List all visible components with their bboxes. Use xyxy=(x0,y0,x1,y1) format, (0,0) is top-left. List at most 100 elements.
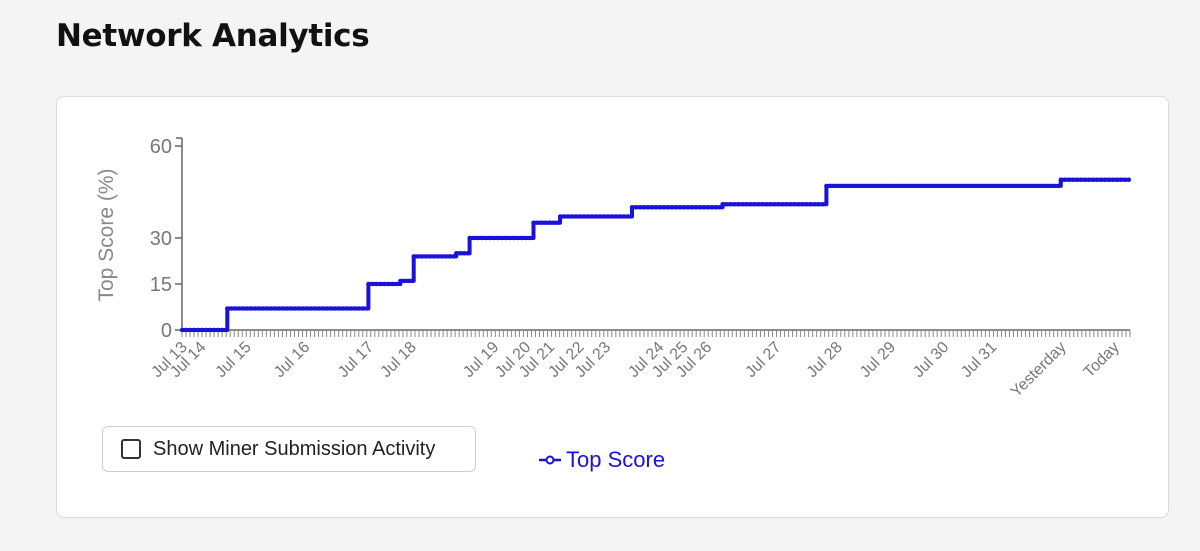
data-point-marker xyxy=(772,202,777,207)
data-point-marker xyxy=(625,214,631,219)
data-point-marker xyxy=(1024,183,1029,189)
data-point-marker xyxy=(207,327,213,333)
data-point-marker xyxy=(431,254,436,259)
data-point-marker xyxy=(856,183,861,189)
data-point-marker xyxy=(366,281,371,287)
data-point-marker xyxy=(964,183,969,189)
data-point-marker xyxy=(1044,183,1049,189)
data-point-marker xyxy=(329,306,334,311)
data-point-marker xyxy=(796,202,801,207)
data-point-marker xyxy=(677,205,683,210)
data-point-marker xyxy=(281,306,286,311)
data-point-marker xyxy=(1090,177,1096,182)
x-tick-label: Jul 29 xyxy=(857,339,899,381)
data-point-marker xyxy=(435,254,440,259)
data-point-marker xyxy=(333,306,338,311)
data-point-marker xyxy=(353,306,358,311)
x-tick-label: Jul 30 xyxy=(910,339,952,381)
data-point-marker xyxy=(382,281,387,287)
data-point-marker xyxy=(402,278,407,284)
data-point-marker xyxy=(613,214,619,219)
x-tick-label: Jul 16 xyxy=(271,339,313,381)
data-point-marker xyxy=(924,183,929,189)
data-point-marker xyxy=(297,306,302,311)
data-point-marker xyxy=(1074,177,1080,182)
data-point-marker xyxy=(241,306,246,311)
data-point-marker xyxy=(467,235,472,241)
data-point-marker xyxy=(191,327,197,333)
data-point-marker xyxy=(1032,183,1037,189)
show-activity-toggle[interactable]: Show Miner Submission Activity xyxy=(102,426,476,472)
data-point-marker xyxy=(349,306,354,311)
data-point-marker xyxy=(1012,183,1017,189)
data-point-marker xyxy=(370,281,375,287)
data-point-marker xyxy=(466,251,471,256)
data-point-marker xyxy=(744,202,749,207)
data-point-marker xyxy=(916,183,921,189)
data-point-marker xyxy=(555,220,560,225)
data-point-marker xyxy=(860,183,865,189)
data-point-marker xyxy=(1106,177,1112,182)
data-point-marker xyxy=(289,306,294,311)
data-point-marker xyxy=(1114,177,1120,182)
data-point-marker xyxy=(701,205,707,210)
data-point-marker xyxy=(321,306,326,311)
data-point-marker xyxy=(792,202,797,207)
data-point-marker xyxy=(495,235,500,241)
data-point-marker xyxy=(896,183,901,189)
data-point-marker xyxy=(233,306,238,311)
data-point-marker xyxy=(1058,177,1064,182)
data-point-marker xyxy=(585,214,591,219)
data-point-marker xyxy=(1118,177,1124,182)
data-point-marker xyxy=(211,327,217,333)
data-point-marker xyxy=(693,205,699,210)
data-point-marker xyxy=(390,281,395,287)
data-point-marker xyxy=(1004,183,1009,189)
data-point-marker xyxy=(824,183,829,189)
data-point-marker xyxy=(629,205,635,210)
x-tick-label: Yesterday xyxy=(1008,339,1070,401)
data-point-marker xyxy=(928,183,933,189)
page-title: Network Analytics xyxy=(56,18,370,54)
data-point-marker xyxy=(665,205,671,210)
data-point-marker xyxy=(844,183,849,189)
data-point-marker xyxy=(253,306,258,311)
data-point-marker xyxy=(752,202,757,207)
activity-toggle-label: Show Miner Submission Activity xyxy=(153,437,436,460)
data-point-marker xyxy=(237,306,242,311)
y-axis-label: Top Score (%) xyxy=(95,168,118,301)
data-point-marker xyxy=(503,235,508,241)
data-point-marker xyxy=(908,183,913,189)
data-point-marker xyxy=(872,183,877,189)
data-point-marker xyxy=(419,254,424,259)
data-point-marker xyxy=(848,183,853,189)
data-point-marker xyxy=(325,306,330,311)
data-point-marker xyxy=(728,202,733,207)
data-point-marker xyxy=(681,205,687,210)
data-point-marker xyxy=(386,281,391,287)
data-point-marker xyxy=(557,214,563,219)
data-point-marker xyxy=(1028,183,1033,189)
data-point-marker xyxy=(764,202,769,207)
data-point-marker xyxy=(225,306,230,311)
data-point-marker xyxy=(1020,183,1025,189)
data-point-marker xyxy=(776,202,781,207)
data-point-marker xyxy=(491,235,496,241)
data-point-marker xyxy=(551,220,556,225)
activity-checkbox[interactable] xyxy=(121,439,141,459)
data-point-marker xyxy=(451,254,456,259)
data-point-marker xyxy=(1122,177,1128,182)
data-point-marker xyxy=(593,214,599,219)
data-point-marker xyxy=(257,306,262,311)
data-point-marker xyxy=(932,183,937,189)
data-point-marker xyxy=(273,306,278,311)
series-layer xyxy=(179,177,1132,333)
data-point-marker xyxy=(1078,177,1084,182)
data-point-marker xyxy=(361,306,366,311)
data-point-marker xyxy=(1016,183,1021,189)
data-point-marker xyxy=(345,306,350,311)
data-point-marker xyxy=(1008,183,1013,189)
data-point-marker xyxy=(1040,183,1045,189)
legend-item-top-score[interactable]: Top Score xyxy=(538,447,665,473)
